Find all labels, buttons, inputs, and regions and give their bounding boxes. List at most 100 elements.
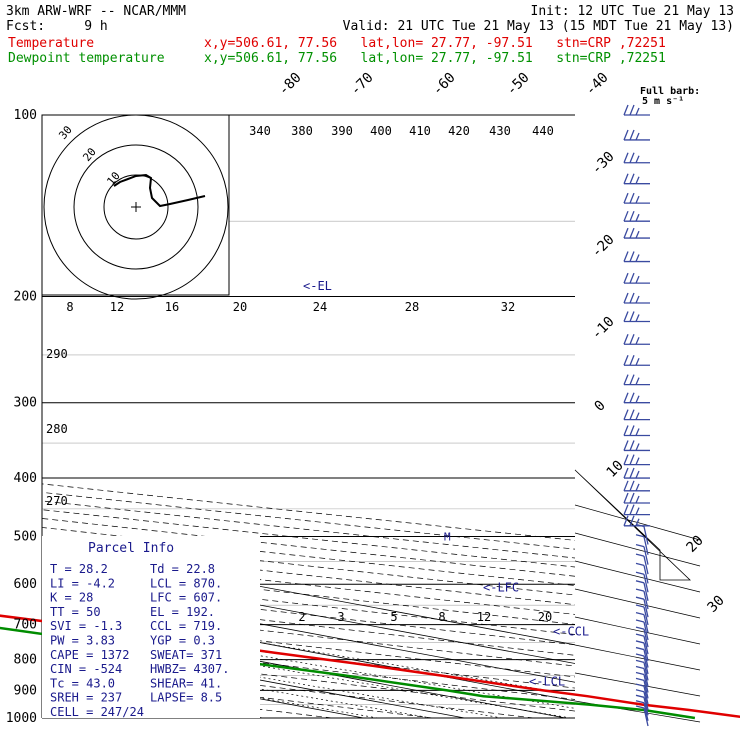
hodograph-ring [43,114,229,300]
theta-label: 430 [489,124,511,138]
dewpoint-legend-label: Dewpoint temperature [8,51,165,66]
wind-barb [623,374,650,386]
parcel-info-left: TT = 50 [50,605,101,619]
wind-barb [635,646,649,668]
mixing-ratio-label: 16 [165,300,179,314]
wind-barb [635,659,649,681]
mixing-ratio-label: 28 [405,300,419,314]
mixing-ratio-label: 5 [390,610,397,624]
isotherm-label: 10 [604,458,627,481]
parcel-info-left: LI = -4.2 [50,576,115,590]
mixing-ratio-label: 32 [501,300,515,314]
pressure-tick-label: 200 [14,290,37,305]
isotherm-label: -50 [504,70,533,99]
hodograph-trace [113,173,206,208]
wind-barb [635,571,649,593]
parcel-info-left: SVI = -1.3 [50,619,122,633]
wind-barb [623,192,650,204]
parcel-level-label: <-LFC [483,580,519,594]
parcel-level-label: <-EL [303,279,332,293]
grid-extension [574,469,691,581]
wind-barb [635,588,649,610]
isotherm-label: 30 [705,593,728,616]
dry-adiabat-label: 270 [46,494,68,508]
wind-barb [635,700,649,721]
wind-barb [623,152,650,164]
isotherm-label: -30 [589,149,618,178]
pressure-tick-label: 900 [14,683,37,698]
wind-barb [635,671,649,693]
wind-barb [623,251,650,263]
wind-barb [623,454,650,466]
parcel-info-right: SHEAR= 41. [150,676,222,690]
wind-barb [623,354,650,366]
wind-barb [623,311,650,323]
parcel-info-right: Td = 22.8 [150,562,215,576]
wind-barb [623,467,650,479]
theta-label: 390 [331,124,353,138]
wind-barb [635,604,649,626]
wind-barb [635,683,649,705]
theta-label: 400 [370,124,392,138]
dewpoint-location-line: x,y=506.61, 77.56 lat,lon= 27.77, -97.51… [204,51,666,66]
wind-barb [635,619,649,641]
wind-barb [623,129,650,141]
sounding-lines [0,614,740,720]
theta-label: 340 [249,124,271,138]
temperature-location-line: x,y=506.61, 77.56 lat,lon= 27.77, -97.51… [204,36,666,51]
parcel-info-left: CAPE = 1372 [50,648,129,662]
pressure-tick-label: 1000 [6,711,37,726]
grid-extension-line [574,560,701,593]
wind-barb [635,626,649,648]
temperature-legend-label: Temperature [8,36,95,51]
wind-barb [623,392,650,404]
wind-barb [635,534,649,555]
mixing-ratio-label: 8 [438,610,445,624]
wind-barb [623,227,650,239]
wind-barb [635,523,649,545]
parcel-level-label: <-LCL [529,675,565,689]
wind-barb [635,633,649,655]
mixing-ratio-label: 20 [538,610,552,624]
grid-extension-line [574,644,701,671]
mixing-ratio-label: 20 [233,300,247,314]
theta-label: 440 [532,124,554,138]
valid-time: Valid: 21 UTC Tue 21 May 13 (15 MDT Tue … [342,19,734,34]
theta-label: 410 [409,124,431,138]
theta-label: 380 [291,124,313,138]
parcel-info-left: SREH = 237 [50,691,122,705]
parcel-info-title: Parcel Info [88,541,174,556]
wind-barb [623,492,650,504]
wind-barb [623,409,650,421]
init-time: Init: 12 UTC Tue 21 May 13 [530,4,735,19]
parcel-info-right: SWEAT= 371 [150,648,222,662]
mixing-ratio-label: 24 [313,300,327,314]
wind-barb [623,173,650,185]
dry-adiabat-label: 290 [46,347,68,361]
isotherm [42,545,575,646]
wind-barb [635,553,649,575]
pressure-tick-label: 300 [14,396,37,411]
pressure-tick-label: 100 [14,108,37,123]
wind-barb [623,480,650,492]
parcel-info-right: LAPSE= 8.5 [150,691,222,705]
wind-barb [623,334,650,345]
parcel-info-left: CIN = -524 [50,662,122,676]
wind-barb [635,653,649,675]
isotherm-label: -60 [430,70,459,99]
wind-barb [623,292,650,304]
isotherm [42,564,575,664]
m-marker-label: M [444,530,451,543]
pressure-tick-label: 800 [14,653,37,668]
parcel-info-left: CELL = 247/24 [50,705,144,719]
mixing-ratio-label: 8 [66,300,73,314]
wind-barb [635,689,649,710]
mixing-ratio-label: 12 [477,610,491,624]
isotherm-label: -40 [583,70,612,99]
parcel-info-left: T = 28.2 [50,562,108,576]
wind-barb [635,544,649,565]
wind-barb [623,440,650,452]
pressure-tick-label: 600 [14,577,37,592]
parcel-info-left: PW = 3.83 [50,634,115,648]
